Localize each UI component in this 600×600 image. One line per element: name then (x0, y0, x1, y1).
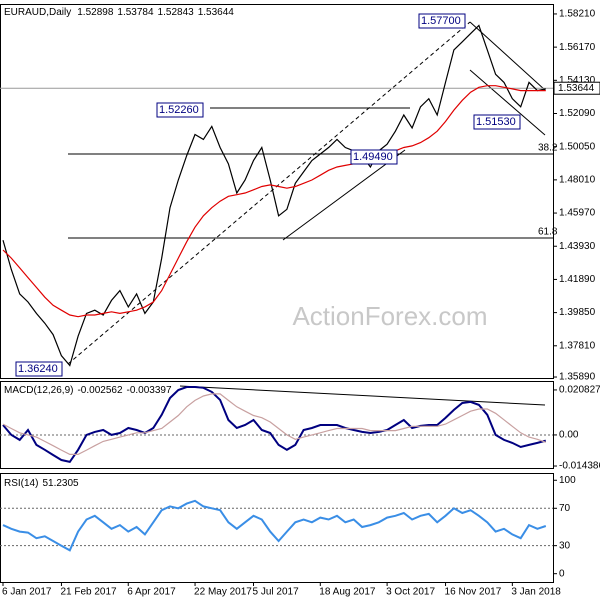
y-tick-label: 1.54130 (559, 75, 596, 86)
annotation: 1.52260 (159, 104, 199, 116)
annotation: 1.51530 (476, 116, 516, 128)
annotation-box (156, 102, 204, 118)
y-tick-label: 1.43930 (559, 241, 596, 252)
macd-header: MACD(12,26,9) -0.002562 -0.003397 (4, 385, 172, 396)
x-tick-label: 6 Apr 2017 (127, 587, 176, 598)
y-tick-label: 30 (559, 540, 571, 551)
y-tick-label: 1.37810 (559, 340, 596, 351)
price-header: EURAUD,Daily 1.52898 1.53784 1.52843 1.53644 (4, 7, 234, 18)
y-tick-label: 0.020827 (559, 385, 600, 396)
trend-line (469, 21, 546, 91)
annotation-box (350, 149, 398, 165)
y-tick-label: 0.00 (559, 430, 579, 441)
y-tick-label: 100 (559, 475, 576, 486)
annotation-box (473, 114, 521, 130)
y-tick-label: 1.58210 (559, 9, 596, 20)
rsi-header: RSI(14) 51.2305 (4, 478, 79, 489)
macd-frame (0, 381, 554, 469)
y-tick-label: 1.35890 (559, 372, 596, 383)
y-tick-label: 1.41890 (559, 274, 596, 285)
annotation-box (418, 13, 466, 29)
annotation-box (15, 361, 63, 377)
x-tick-label: 22 May 2017 (194, 587, 252, 598)
x-tick-label: 16 Nov 2017 (445, 587, 502, 598)
fib-label: 61.8 (538, 227, 558, 238)
series-line (2, 85, 546, 318)
annotation: 1.49490 (353, 151, 393, 163)
last-price-label: 1.53644 (558, 83, 595, 94)
trend-line (469, 69, 546, 136)
x-tick-label: 5 Jul 2017 (253, 587, 300, 598)
annotation: 1.57700 (421, 15, 461, 27)
series-line (2, 386, 547, 464)
x-tick-label: 3 Oct 2017 (386, 587, 435, 598)
series-line (2, 24, 546, 367)
rsi-frame (0, 473, 554, 583)
last-price-box (553, 81, 600, 95)
fib-label: 38.2 (538, 143, 558, 154)
price-frame (0, 4, 554, 379)
trend-line (282, 149, 406, 241)
channel-line (67, 21, 471, 365)
y-tick-label: 1.56170 (559, 42, 596, 53)
y-tick-label: -0.014386 (559, 461, 600, 472)
watermark: ActionForex.com (292, 301, 487, 331)
y-tick-label: 1.52090 (559, 108, 596, 119)
y-tick-label: 1.50050 (559, 141, 596, 152)
annotation: 1.36240 (18, 363, 58, 375)
series-line (2, 499, 547, 552)
x-tick-label: 18 Aug 2017 (319, 587, 376, 598)
series-line (2, 393, 547, 455)
y-tick-label: 0 (559, 568, 565, 579)
x-tick-label: 6 Jan 2017 (2, 587, 52, 598)
y-tick-label: 1.48010 (559, 175, 596, 186)
y-tick-label: 1.45970 (559, 208, 596, 219)
y-tick-label: 1.39850 (559, 307, 596, 318)
x-tick-label: 3 Jan 2018 (511, 587, 561, 598)
y-tick-label: 70 (559, 503, 571, 514)
x-tick-label: 21 Feb 2017 (60, 587, 117, 598)
trend-line (179, 385, 546, 406)
